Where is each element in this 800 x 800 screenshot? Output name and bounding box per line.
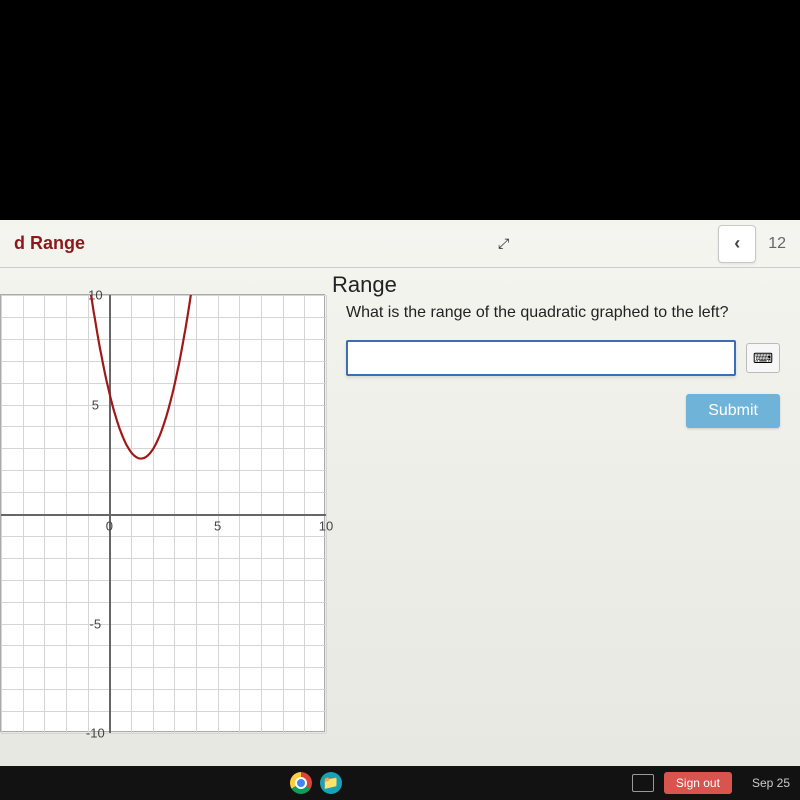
answer-row: ⌨ [346, 340, 780, 376]
taskbar: 📁 Sign out Sep 25 [0, 766, 800, 800]
x-tick-label: 0 [106, 519, 113, 534]
app-screen: d Range ⤢ ‹ 12 Range What is the range o… [0, 220, 800, 766]
assignment-title: d Range [14, 233, 85, 254]
task-view-icon[interactable] [632, 774, 654, 792]
question-prompt: What is the range of the quadratic graph… [346, 304, 780, 322]
taskbar-date: Sep 25 [752, 776, 790, 790]
prev-button[interactable]: ‹ [718, 225, 756, 263]
y-tick-label: 5 [92, 397, 99, 412]
files-icon[interactable]: 📁 [320, 772, 342, 794]
quadratic-chart: 0510-10-5510 [0, 294, 325, 732]
submit-button[interactable]: Submit [686, 394, 780, 428]
y-tick-label: -5 [90, 616, 102, 631]
progress-indicator: 12 [768, 235, 786, 253]
keyboard-icon[interactable]: ⌨ [746, 343, 780, 373]
top-bar: d Range ⤢ ‹ 12 [0, 220, 800, 268]
answer-input[interactable] [346, 340, 736, 376]
expand-icon[interactable]: ⤢ [498, 235, 508, 252]
section-title: Range [332, 272, 397, 298]
chrome-icon[interactable] [290, 772, 312, 794]
y-tick-label: 10 [88, 288, 102, 303]
content-area: Range What is the range of the quadratic… [0, 268, 800, 766]
x-tick-label: 5 [214, 519, 221, 534]
y-tick-label: -10 [86, 726, 105, 741]
x-tick-label: 10 [319, 519, 333, 534]
signout-button[interactable]: Sign out [664, 772, 732, 794]
